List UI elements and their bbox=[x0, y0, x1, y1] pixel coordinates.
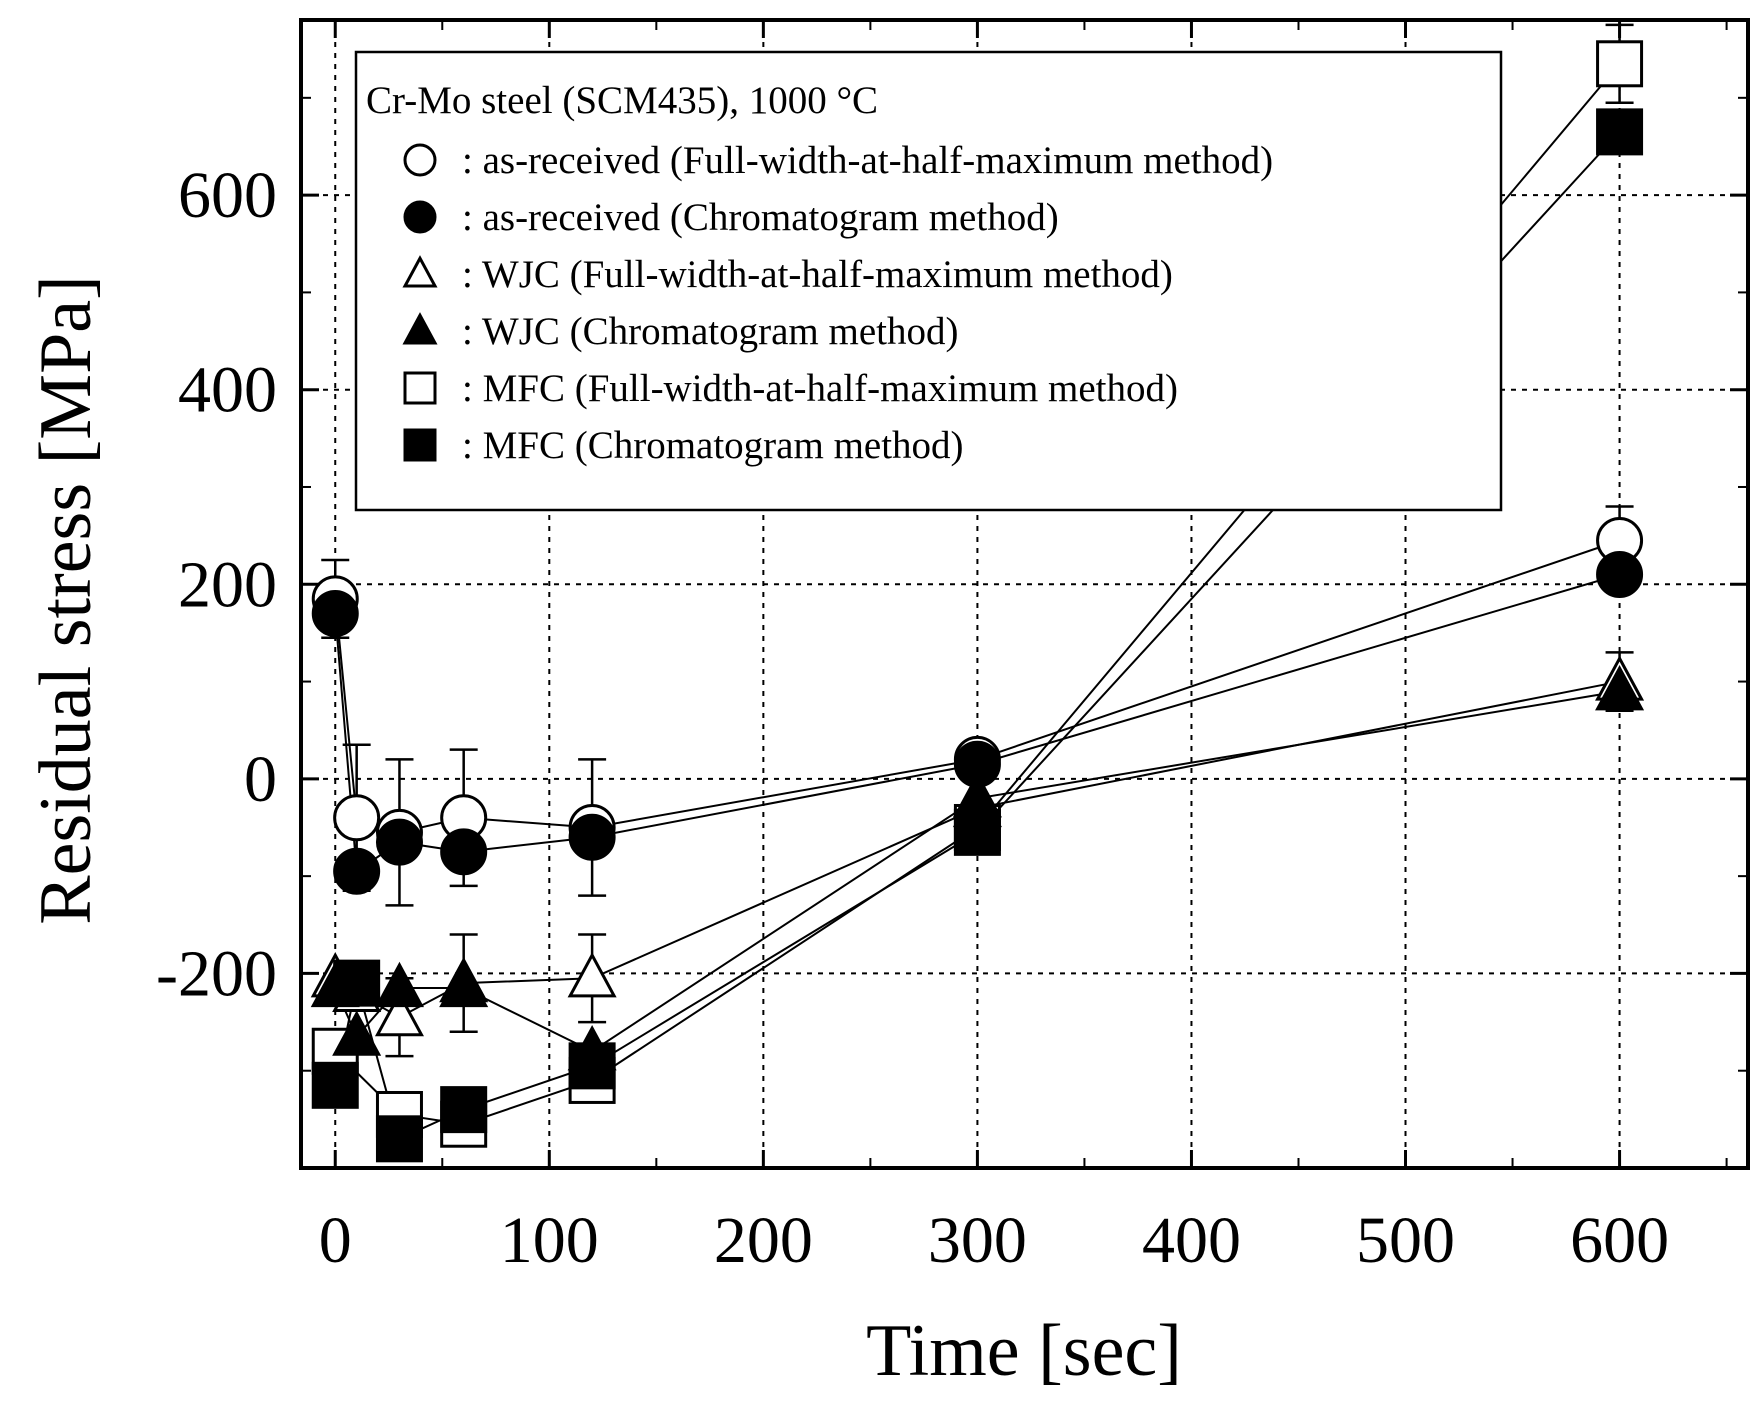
x-tick-label: 600 bbox=[1570, 1204, 1669, 1277]
data-point-triangle-filled bbox=[310, 961, 360, 1008]
legend-label-2: : as-received (Chromatogram method) bbox=[462, 196, 1059, 239]
data-point-square-filled bbox=[311, 1061, 359, 1109]
data-markers bbox=[310, 40, 1645, 1163]
axis-ticks bbox=[301, 20, 1748, 1168]
x-axis-title: Time [sec] bbox=[866, 1310, 1182, 1392]
data-point-triangle-filled bbox=[374, 961, 424, 1008]
legend-marker-2 bbox=[403, 200, 437, 234]
data-point-square-filled bbox=[953, 808, 1001, 856]
x-tick-label: 200 bbox=[714, 1204, 813, 1277]
legend-marker-3 bbox=[402, 255, 438, 288]
legend: Cr-Mo steel (SCM435), 1000 °C : as-recei… bbox=[354, 50, 1503, 512]
legend-entries: : as-received (Full-width-at-half-maximu… bbox=[402, 139, 1273, 467]
data-point-circle-filled bbox=[440, 828, 488, 876]
x-tick-label: 0 bbox=[319, 1204, 352, 1277]
legend-label-5: : MFC (Full-width-at-half-maximum method… bbox=[462, 367, 1178, 410]
data-point-triangle-filled bbox=[439, 961, 489, 1008]
x-tick-label: 400 bbox=[1142, 1204, 1241, 1277]
data-point-circle-filled bbox=[1596, 551, 1644, 599]
data-point-triangle-open bbox=[374, 990, 424, 1037]
legend-label-3: : WJC (Full-width-at-half-maximum method… bbox=[462, 253, 1173, 296]
y-tick-label: 400 bbox=[178, 354, 277, 427]
data-point-square-filled bbox=[375, 1115, 423, 1163]
data-point-square-filled bbox=[440, 1086, 488, 1134]
data-point-triangle-filled bbox=[332, 1010, 382, 1056]
legend-label-6: : MFC (Chromatogram method) bbox=[462, 424, 964, 467]
legend-marker-1 bbox=[403, 143, 437, 177]
y-tick-label: 0 bbox=[244, 743, 277, 816]
legend-label-4: : WJC (Chromatogram method) bbox=[462, 310, 958, 353]
y-tick-label: 600 bbox=[178, 159, 277, 232]
x-tick-label: 100 bbox=[500, 1204, 599, 1277]
legend-marker-4 bbox=[402, 312, 438, 345]
data-point-triangle-filled bbox=[1595, 665, 1645, 711]
legend-box bbox=[354, 50, 1503, 512]
data-point-circle-filled bbox=[311, 589, 359, 637]
legend-label-1: : as-received (Full-width-at-half-maximu… bbox=[462, 139, 1273, 182]
y-tick-label: 200 bbox=[178, 548, 277, 621]
x-tick-label: 500 bbox=[1356, 1204, 1455, 1277]
x-tick-label: 300 bbox=[928, 1204, 1027, 1277]
legend-marker-6 bbox=[403, 428, 437, 462]
data-point-circle-filled bbox=[568, 813, 616, 861]
data-point-triangle-open bbox=[567, 952, 617, 998]
data-point-circle-filled bbox=[375, 818, 423, 866]
plot-frame bbox=[299, 18, 1750, 1170]
legend-title: Cr-Mo steel (SCM435), 1000 °C bbox=[366, 79, 878, 122]
data-point-circle-filled bbox=[333, 847, 381, 895]
y-axis-title: Residual stress [MPa] bbox=[25, 275, 107, 925]
data-point-triangle-filled bbox=[567, 1024, 617, 1071]
y-tick-labels: -200 0 200 400 600 bbox=[156, 159, 277, 1010]
data-point-circle-filled bbox=[953, 740, 1001, 788]
x-tick-labels: 0 100 200 300 400 500 600 bbox=[319, 1204, 1669, 1277]
legend-marker-5 bbox=[403, 371, 437, 405]
data-point-circle-open bbox=[333, 794, 381, 842]
data-point-square-open bbox=[1596, 40, 1644, 88]
data-point-square-filled bbox=[1596, 108, 1644, 156]
data-point-triangle-filled bbox=[952, 772, 1002, 818]
y-tick-label: -200 bbox=[156, 937, 277, 1010]
